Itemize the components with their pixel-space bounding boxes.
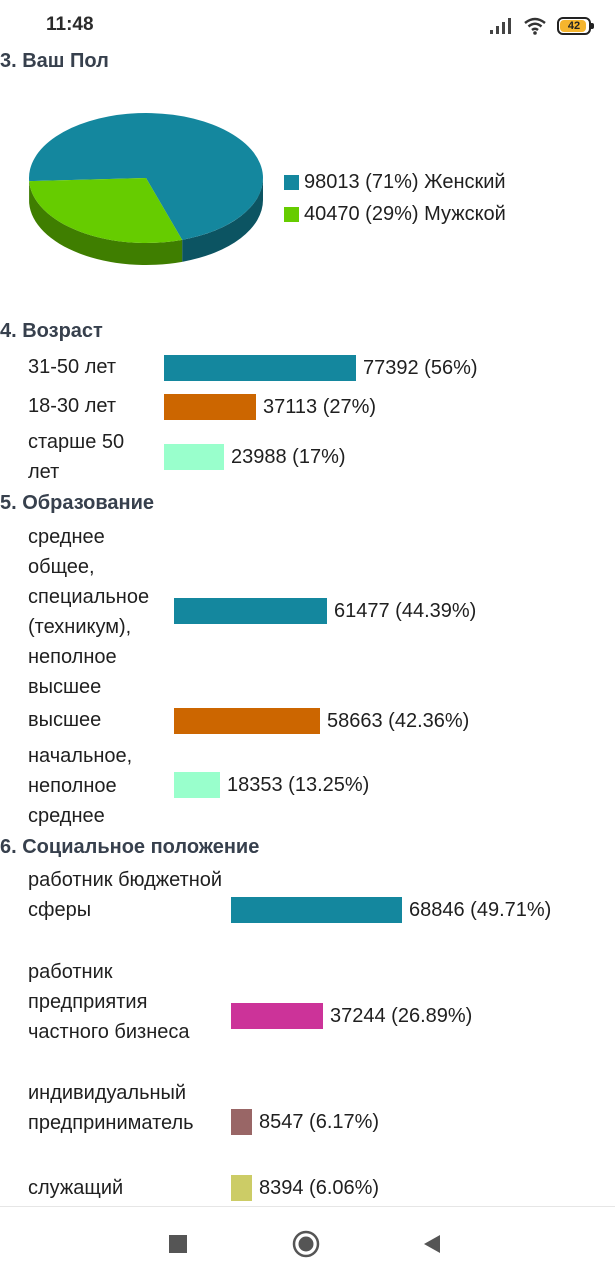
education-label: среднее общее, специальное (техникум), н… — [28, 522, 174, 702]
gender-legend: 98013 (71%) Женский 40470 (29%) Мужской — [284, 166, 506, 230]
social-bar — [231, 1109, 252, 1135]
social-bar — [231, 1175, 252, 1201]
education-bar — [174, 598, 327, 624]
wifi-icon — [523, 17, 547, 35]
recents-button[interactable] — [163, 1229, 193, 1259]
education-bar — [174, 708, 320, 734]
legend-swatch — [284, 175, 299, 190]
recents-square-icon — [168, 1234, 188, 1254]
home-button[interactable] — [291, 1229, 321, 1259]
social-bar — [231, 1003, 323, 1029]
social-label: работник предприятия частного бизнеса — [28, 957, 228, 1047]
social-value: 8547 (6.17%) — [259, 1109, 379, 1135]
education-value: 61477 (44.39%) — [334, 598, 476, 624]
education-label: высшее — [28, 705, 174, 735]
age-label: старше 50 лет — [28, 427, 160, 487]
social-value: 8394 (6.06%) — [259, 1175, 379, 1201]
social-value: 68846 (49.71%) — [409, 897, 551, 923]
education-value: 18353 (13.25%) — [227, 772, 369, 798]
education-bar — [174, 772, 220, 798]
back-button[interactable] — [416, 1229, 446, 1259]
age-bar — [164, 394, 256, 420]
social-value: 37244 (26.89%) — [330, 1003, 472, 1029]
legend-value: 98013 (71%) — [304, 171, 419, 194]
legend-value: 40470 (29%) — [304, 203, 419, 226]
signal-icon — [489, 17, 513, 35]
battery-icon: 42 — [557, 17, 591, 35]
battery-level: 42 — [568, 20, 580, 32]
social-label: индивидуальный предприниматель — [28, 1078, 233, 1138]
social-label: служащий — [28, 1173, 228, 1203]
education-label: начальное, неполное среднее — [28, 741, 174, 831]
legend-item-female: 98013 (71%) Женский — [284, 166, 506, 198]
age-bar — [164, 444, 224, 470]
legend-label: Мужской — [424, 203, 506, 226]
gender-pie-chart — [0, 100, 290, 280]
age-label: 18-30 лет — [28, 391, 160, 421]
age-value: 23988 (17%) — [231, 444, 346, 470]
section-title-gender: 3. Ваш Пол — [0, 50, 109, 73]
social-bar — [231, 897, 402, 923]
section-title-education: 5. Образование — [0, 492, 154, 515]
status-time: 11:48 — [46, 14, 94, 36]
home-circle-icon — [292, 1230, 320, 1258]
status-icons: 42 — [489, 14, 591, 38]
age-value: 77392 (56%) — [363, 355, 478, 381]
age-label: 31-50 лет — [28, 352, 160, 382]
section-title-age: 4. Возраст — [0, 320, 103, 343]
section-title-social: 6. Социальное положение — [0, 836, 259, 859]
social-label: работник бюджетной сферы — [28, 865, 228, 925]
back-triangle-icon — [420, 1233, 442, 1255]
legend-item-male: 40470 (29%) Мужской — [284, 198, 506, 230]
status-bar: 11:48 42 — [0, 0, 615, 50]
navigation-bar — [0, 1206, 615, 1281]
education-value: 58663 (42.36%) — [327, 708, 469, 734]
age-value: 37113 (27%) — [263, 394, 376, 420]
legend-swatch — [284, 207, 299, 222]
age-bar — [164, 355, 356, 381]
legend-label: Женский — [424, 171, 505, 194]
